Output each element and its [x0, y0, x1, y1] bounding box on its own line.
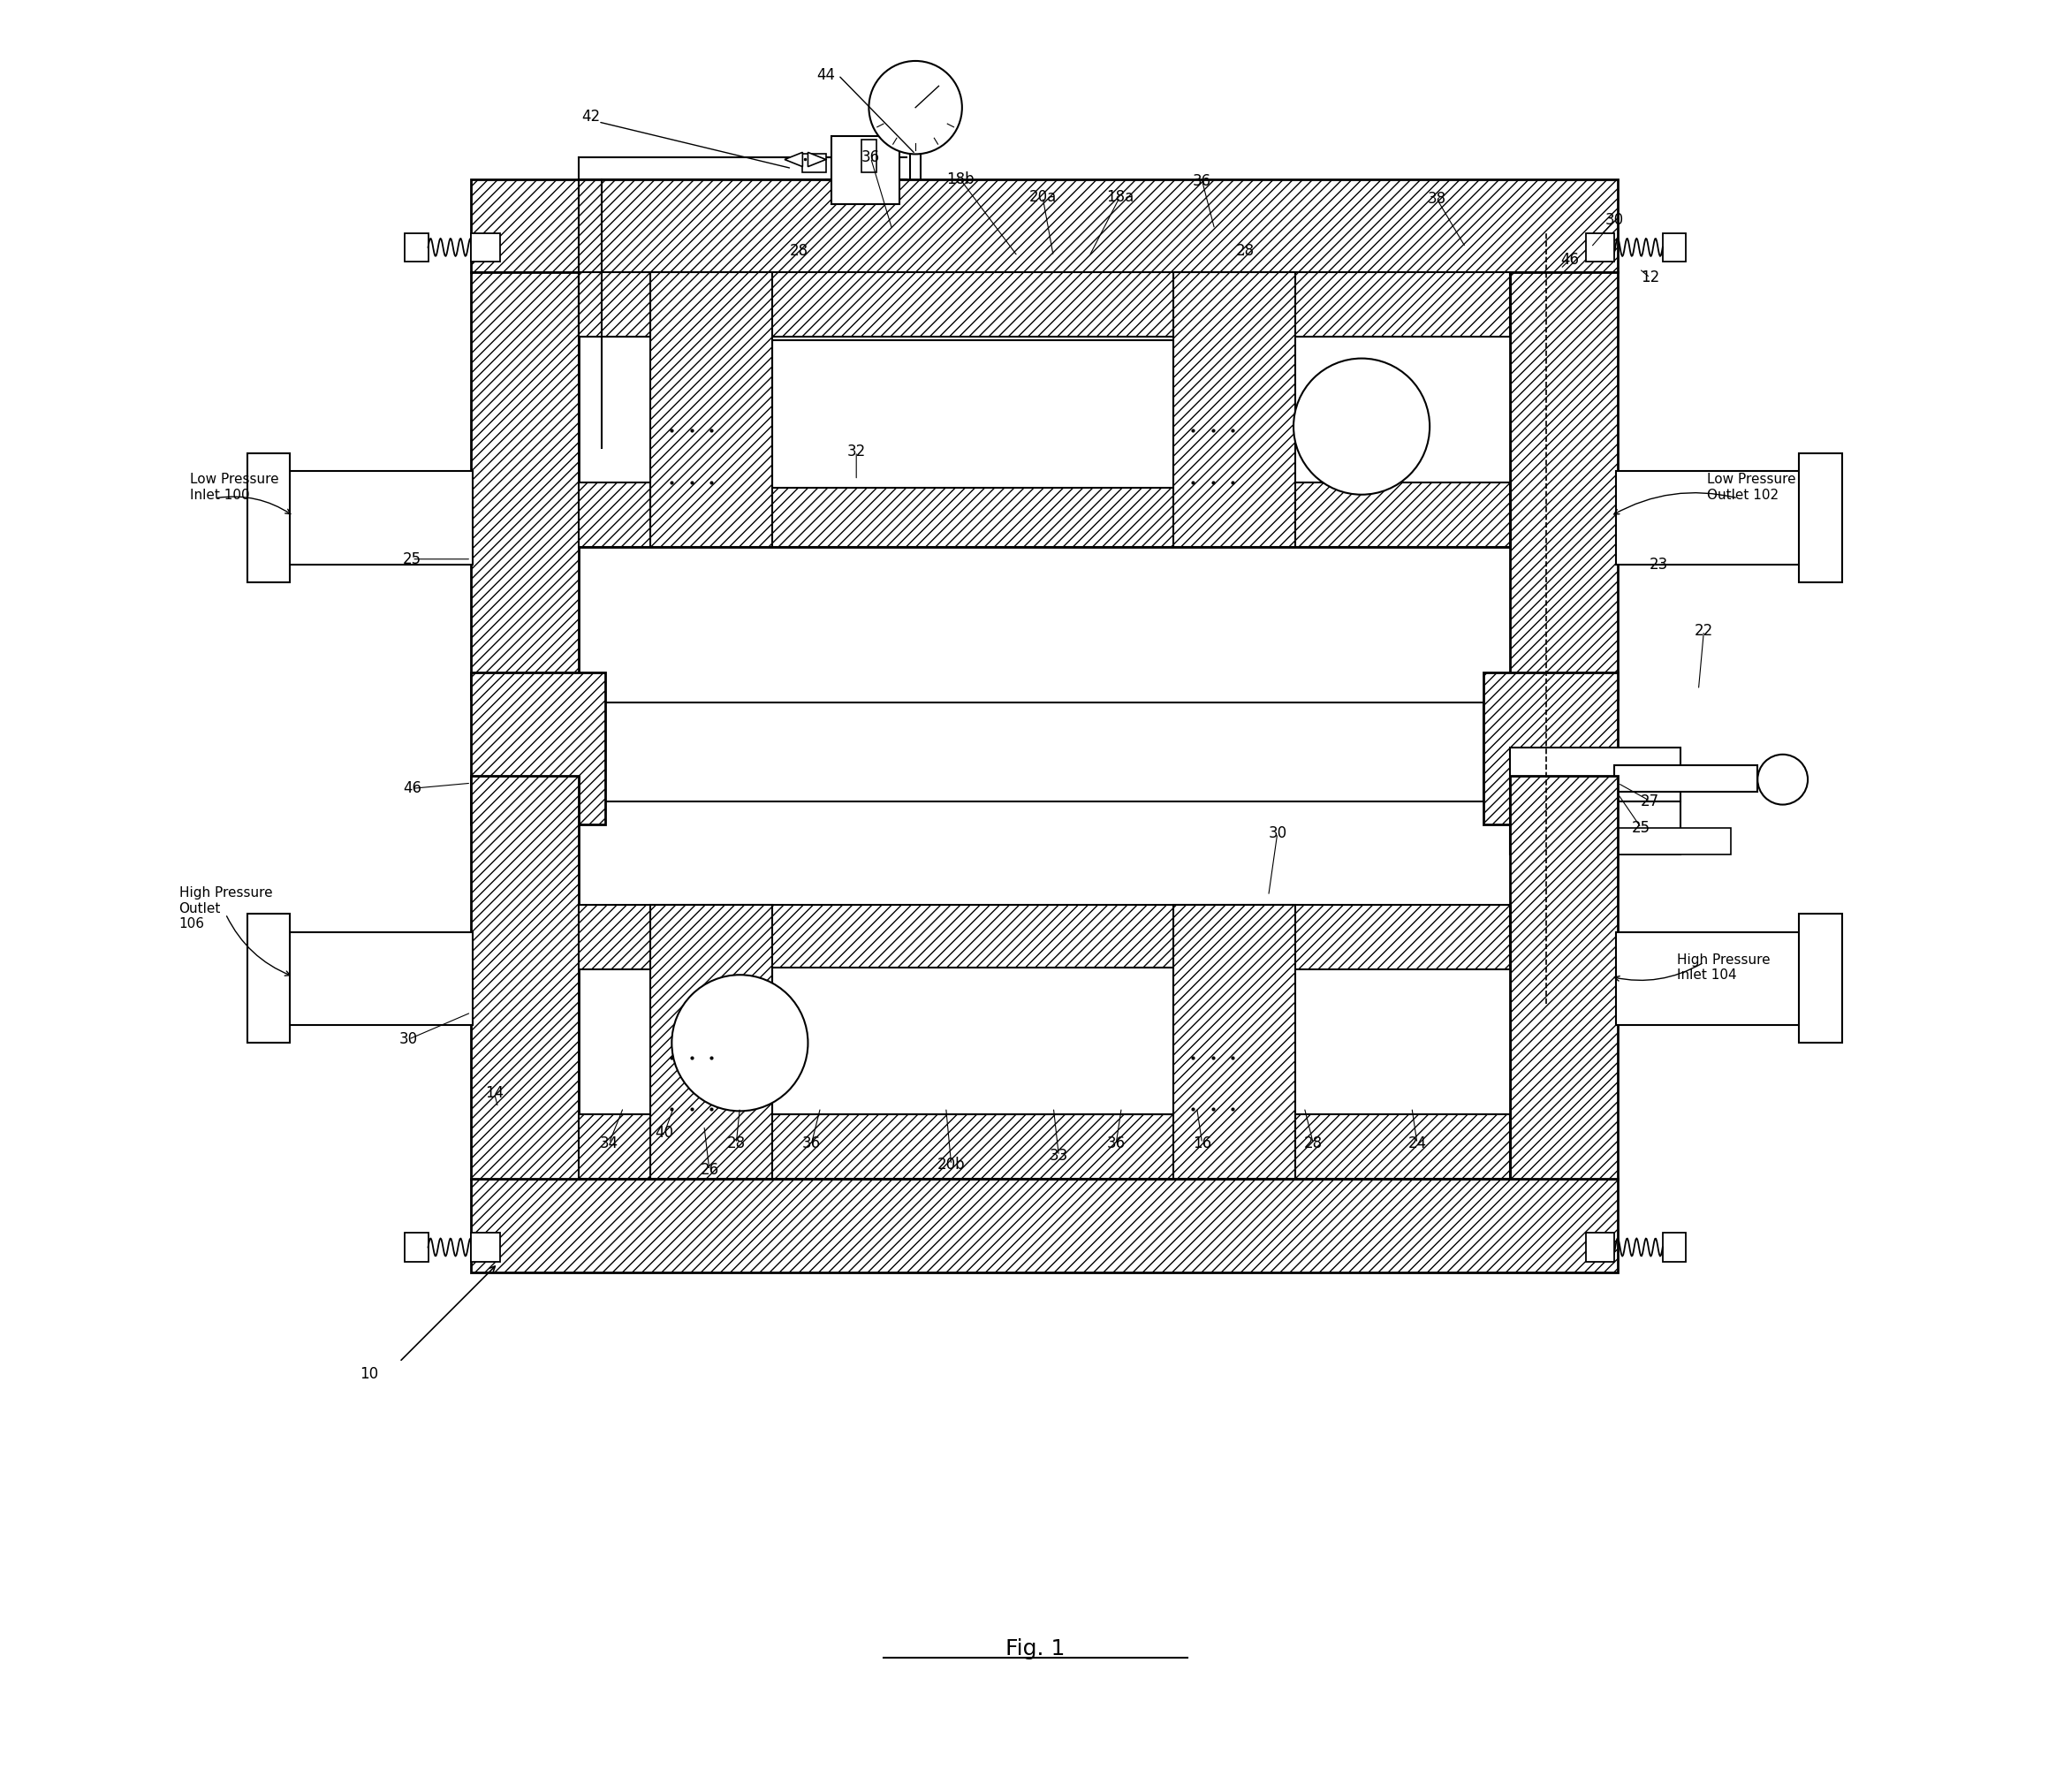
Bar	[470, 179, 1617, 272]
Bar	[1586, 1233, 1613, 1262]
Text: 26: 26	[700, 1163, 719, 1177]
Polygon shape	[808, 152, 826, 167]
Bar	[1663, 1233, 1686, 1262]
Circle shape	[671, 975, 808, 1111]
Text: Low Pressure
Inlet 100: Low Pressure Inlet 100	[191, 473, 280, 502]
Text: 36: 36	[1106, 1136, 1125, 1150]
Bar	[470, 233, 499, 262]
Bar	[288, 932, 472, 1025]
Text: 28: 28	[789, 244, 808, 258]
Text: 30: 30	[400, 1032, 418, 1047]
Bar	[470, 776, 578, 1179]
Bar	[578, 272, 1510, 547]
Bar	[1174, 272, 1294, 547]
Bar	[650, 905, 772, 1179]
Circle shape	[1294, 358, 1429, 495]
Bar	[804, 154, 826, 172]
Bar	[246, 453, 290, 582]
Text: Low Pressure
Outlet 102: Low Pressure Outlet 102	[1707, 473, 1796, 502]
Circle shape	[1758, 754, 1808, 805]
Bar	[578, 482, 1510, 547]
Text: High Pressure
Outlet
106: High Pressure Outlet 106	[178, 887, 273, 930]
Bar	[772, 968, 1174, 1115]
Circle shape	[870, 61, 963, 154]
Text: 12: 12	[1640, 271, 1659, 285]
Text: 42: 42	[582, 109, 601, 124]
Bar	[470, 672, 605, 824]
Text: 32: 32	[847, 444, 866, 459]
Bar	[470, 1233, 499, 1262]
Text: 28: 28	[1236, 244, 1255, 258]
Bar	[1510, 272, 1617, 699]
Text: 18b: 18b	[946, 172, 973, 186]
Polygon shape	[785, 152, 804, 167]
Text: 30: 30	[1267, 826, 1286, 840]
Bar	[1510, 747, 1680, 801]
Bar	[578, 1115, 1510, 1179]
Bar	[1615, 471, 1800, 564]
Text: 25: 25	[402, 552, 420, 566]
Text: 28: 28	[727, 1136, 746, 1150]
Text: 36: 36	[1193, 174, 1212, 188]
Text: 36: 36	[862, 151, 880, 165]
Text: 46: 46	[402, 781, 420, 796]
Bar	[470, 272, 578, 699]
Bar	[605, 702, 1483, 801]
Bar	[1613, 765, 1758, 792]
Bar	[1510, 801, 1680, 855]
Text: 44: 44	[816, 68, 835, 82]
Bar	[246, 914, 290, 1043]
Text: 27: 27	[1640, 794, 1659, 808]
Text: 20b: 20b	[938, 1158, 965, 1172]
Text: High Pressure
Inlet 104: High Pressure Inlet 104	[1678, 953, 1771, 982]
Bar	[1663, 233, 1686, 262]
Bar	[1615, 932, 1800, 1025]
Text: 14: 14	[485, 1086, 503, 1100]
Bar	[862, 140, 876, 172]
Text: 16: 16	[1193, 1136, 1212, 1150]
Bar	[578, 905, 1510, 1179]
Text: 18a: 18a	[1106, 190, 1133, 204]
Text: 10: 10	[360, 1367, 379, 1382]
Text: 40: 40	[654, 1125, 673, 1140]
Text: 46: 46	[1559, 253, 1578, 267]
Bar	[1613, 828, 1731, 855]
Text: 33: 33	[1050, 1149, 1069, 1163]
Text: 25: 25	[1632, 821, 1651, 835]
Bar	[1800, 453, 1841, 582]
Text: 22: 22	[1694, 624, 1713, 638]
Bar	[830, 136, 899, 204]
Text: Fig. 1: Fig. 1	[1007, 1638, 1064, 1659]
Text: 20a: 20a	[1029, 190, 1056, 204]
Bar	[1586, 233, 1613, 262]
Text: 36: 36	[801, 1136, 820, 1150]
Bar	[404, 1233, 429, 1262]
Bar	[1800, 914, 1841, 1043]
Bar	[404, 233, 429, 262]
Bar	[1174, 905, 1294, 1179]
Bar	[288, 471, 472, 564]
Text: 34: 34	[601, 1136, 619, 1150]
Bar	[650, 272, 772, 547]
Text: 38: 38	[1427, 192, 1446, 206]
Text: 24: 24	[1408, 1136, 1427, 1150]
Bar	[578, 905, 1510, 969]
Text: 23: 23	[1651, 557, 1669, 572]
Bar	[578, 272, 1510, 337]
Bar	[1483, 672, 1617, 824]
Text: 30: 30	[1605, 213, 1624, 228]
Bar	[1510, 776, 1617, 1179]
Bar	[470, 1179, 1617, 1272]
Text: 28: 28	[1305, 1136, 1323, 1150]
Bar	[772, 340, 1174, 487]
